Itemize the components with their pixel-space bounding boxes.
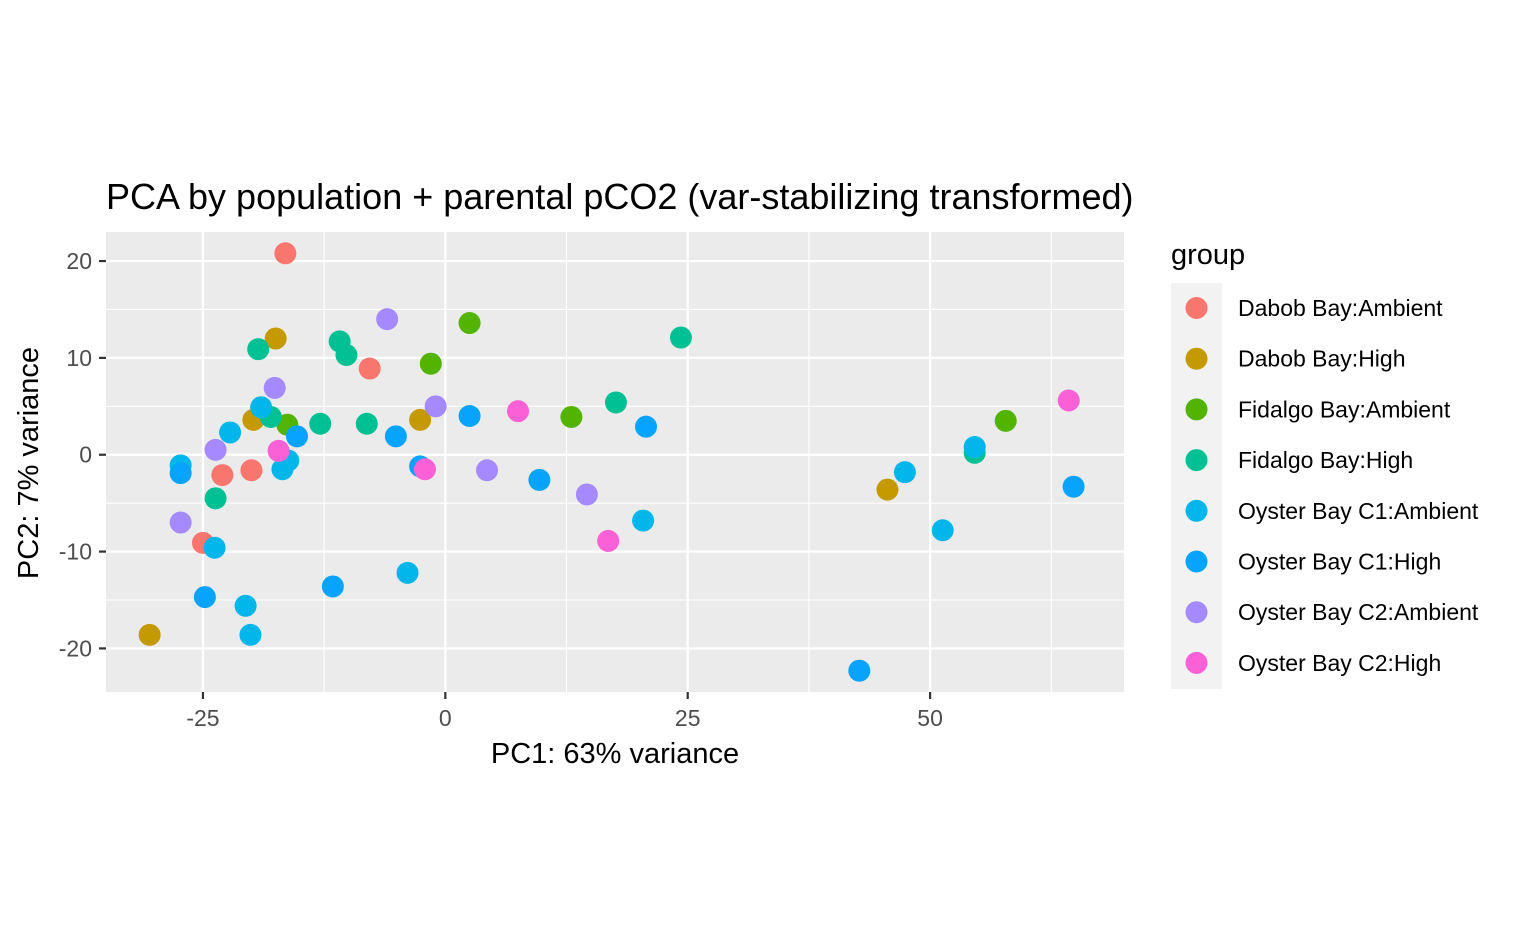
y-axis: -20 -10 0 10 20	[59, 248, 106, 661]
y-tick-label: 20	[66, 248, 92, 274]
legend-key-background	[1171, 283, 1222, 689]
data-point	[635, 415, 658, 438]
data-point	[458, 405, 481, 427]
legend-label: Oyster Bay C2:Ambient	[1238, 599, 1479, 625]
major-gridlines	[106, 232, 1124, 692]
data-point	[409, 408, 432, 431]
y-tick-label: -20	[59, 635, 92, 661]
data-point	[424, 395, 447, 418]
x-axis: -25 0 25 50	[186, 692, 943, 731]
minor-gridlines	[106, 232, 1124, 692]
data-points	[138, 242, 1085, 682]
data-point	[893, 461, 916, 484]
y-axis-title: PC2: 7% variance	[13, 347, 45, 579]
data-point	[335, 343, 358, 366]
data-point	[358, 357, 381, 380]
data-point	[458, 312, 481, 335]
legend-key	[1185, 651, 1208, 674]
x-tick-label: 25	[675, 705, 701, 731]
data-point	[384, 425, 407, 448]
legend-items: Dabob Bay:Ambient Dabob Bay:High Fidalgo B…	[1185, 295, 1479, 676]
data-point	[376, 308, 399, 331]
data-point	[219, 421, 242, 444]
data-point	[876, 478, 899, 501]
legend-title: group	[1171, 239, 1245, 271]
legend-label: Dabob Bay:Ambient	[1238, 295, 1443, 321]
data-point	[274, 242, 297, 265]
x-axis-title: PC1: 63% variance	[491, 738, 739, 770]
data-point	[240, 459, 263, 482]
data-point	[263, 376, 286, 399]
x-tick-label: 0	[439, 705, 452, 731]
x-tick-label: -25	[186, 705, 219, 731]
data-point	[309, 412, 332, 435]
data-point	[604, 391, 627, 414]
legend-label: Oyster Bay C1:Ambient	[1238, 498, 1479, 524]
legend: group Dabob Bay:Ambient Dabob Bay:High Fid…	[1171, 239, 1479, 689]
chart-title: PCA by population + parental pCO2 (var-s…	[106, 176, 1134, 217]
legend-label: Oyster Bay C2:High	[1238, 650, 1441, 676]
data-point	[419, 352, 442, 375]
data-point	[169, 462, 192, 485]
data-point	[234, 594, 257, 617]
legend-key	[1185, 297, 1208, 319]
legend-key	[1185, 499, 1208, 522]
data-point	[528, 468, 551, 491]
legend-key	[1185, 347, 1208, 370]
y-tick-label: 0	[79, 442, 92, 468]
x-tick-label: 50	[917, 705, 943, 731]
data-point	[271, 458, 294, 481]
data-point	[264, 327, 287, 350]
y-tick-label: -10	[59, 539, 92, 565]
data-point	[669, 326, 692, 349]
data-point	[396, 561, 419, 584]
legend-key	[1185, 449, 1208, 472]
data-point	[138, 623, 161, 646]
data-point	[476, 459, 499, 482]
data-point	[931, 519, 954, 542]
y-tick-label: 10	[66, 345, 92, 371]
data-point	[204, 438, 227, 461]
data-point	[560, 405, 583, 428]
data-point	[239, 623, 262, 646]
data-point	[507, 400, 530, 423]
data-point	[597, 529, 620, 552]
data-point	[413, 458, 436, 481]
data-point	[267, 439, 290, 462]
data-point	[1057, 389, 1080, 412]
data-point	[848, 659, 871, 682]
data-point	[193, 586, 216, 609]
data-point	[203, 536, 226, 559]
legend-key	[1185, 398, 1208, 421]
data-point	[355, 412, 378, 435]
data-point	[321, 575, 344, 598]
data-point	[575, 483, 598, 506]
legend-label: Oyster Bay C1:High	[1238, 549, 1441, 575]
data-point	[285, 425, 308, 448]
data-point	[963, 435, 986, 458]
legend-key	[1185, 601, 1208, 624]
legend-key	[1185, 550, 1208, 573]
data-point	[211, 464, 234, 487]
legend-label: Dabob Bay:High	[1238, 346, 1406, 372]
data-point	[247, 338, 270, 361]
legend-label: Fidalgo Bay:High	[1238, 447, 1413, 473]
legend-label: Fidalgo Bay:Ambient	[1238, 396, 1451, 422]
data-point	[632, 509, 655, 532]
data-point	[204, 487, 227, 510]
data-point	[994, 409, 1017, 432]
data-point	[1062, 475, 1085, 498]
data-point	[250, 396, 273, 419]
data-point	[169, 511, 192, 534]
